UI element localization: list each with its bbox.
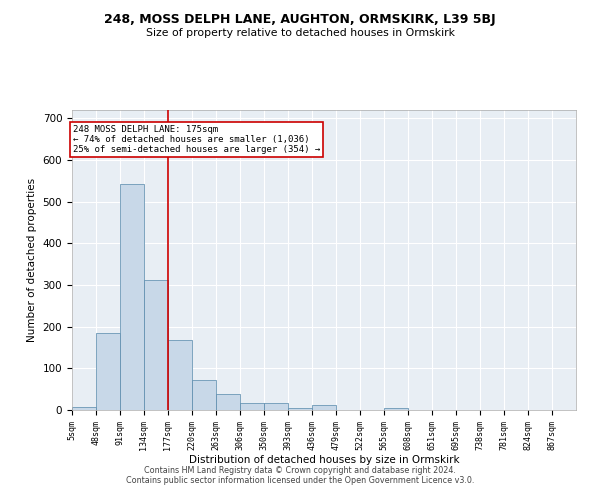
Bar — [239, 403, 264, 410]
Bar — [288, 408, 312, 410]
Bar — [96, 332, 120, 410]
Text: Contains HM Land Registry data © Crown copyright and database right 2024.: Contains HM Land Registry data © Crown c… — [144, 466, 456, 475]
Bar — [192, 380, 215, 410]
Text: 248 MOSS DELPH LANE: 175sqm
← 74% of detached houses are smaller (1,036)
25% of : 248 MOSS DELPH LANE: 175sqm ← 74% of det… — [73, 124, 320, 154]
Bar — [264, 403, 288, 410]
Bar — [312, 405, 336, 410]
Bar — [384, 408, 408, 410]
Bar — [168, 340, 192, 410]
X-axis label: Distribution of detached houses by size in Ormskirk: Distribution of detached houses by size … — [188, 456, 460, 466]
Bar — [72, 406, 96, 410]
Bar — [120, 184, 144, 410]
Bar — [215, 394, 239, 410]
Y-axis label: Number of detached properties: Number of detached properties — [27, 178, 37, 342]
Text: 248, MOSS DELPH LANE, AUGHTON, ORMSKIRK, L39 5BJ: 248, MOSS DELPH LANE, AUGHTON, ORMSKIRK,… — [104, 12, 496, 26]
Text: Size of property relative to detached houses in Ormskirk: Size of property relative to detached ho… — [146, 28, 455, 38]
Text: Contains public sector information licensed under the Open Government Licence v3: Contains public sector information licen… — [126, 476, 474, 485]
Bar — [144, 280, 168, 410]
